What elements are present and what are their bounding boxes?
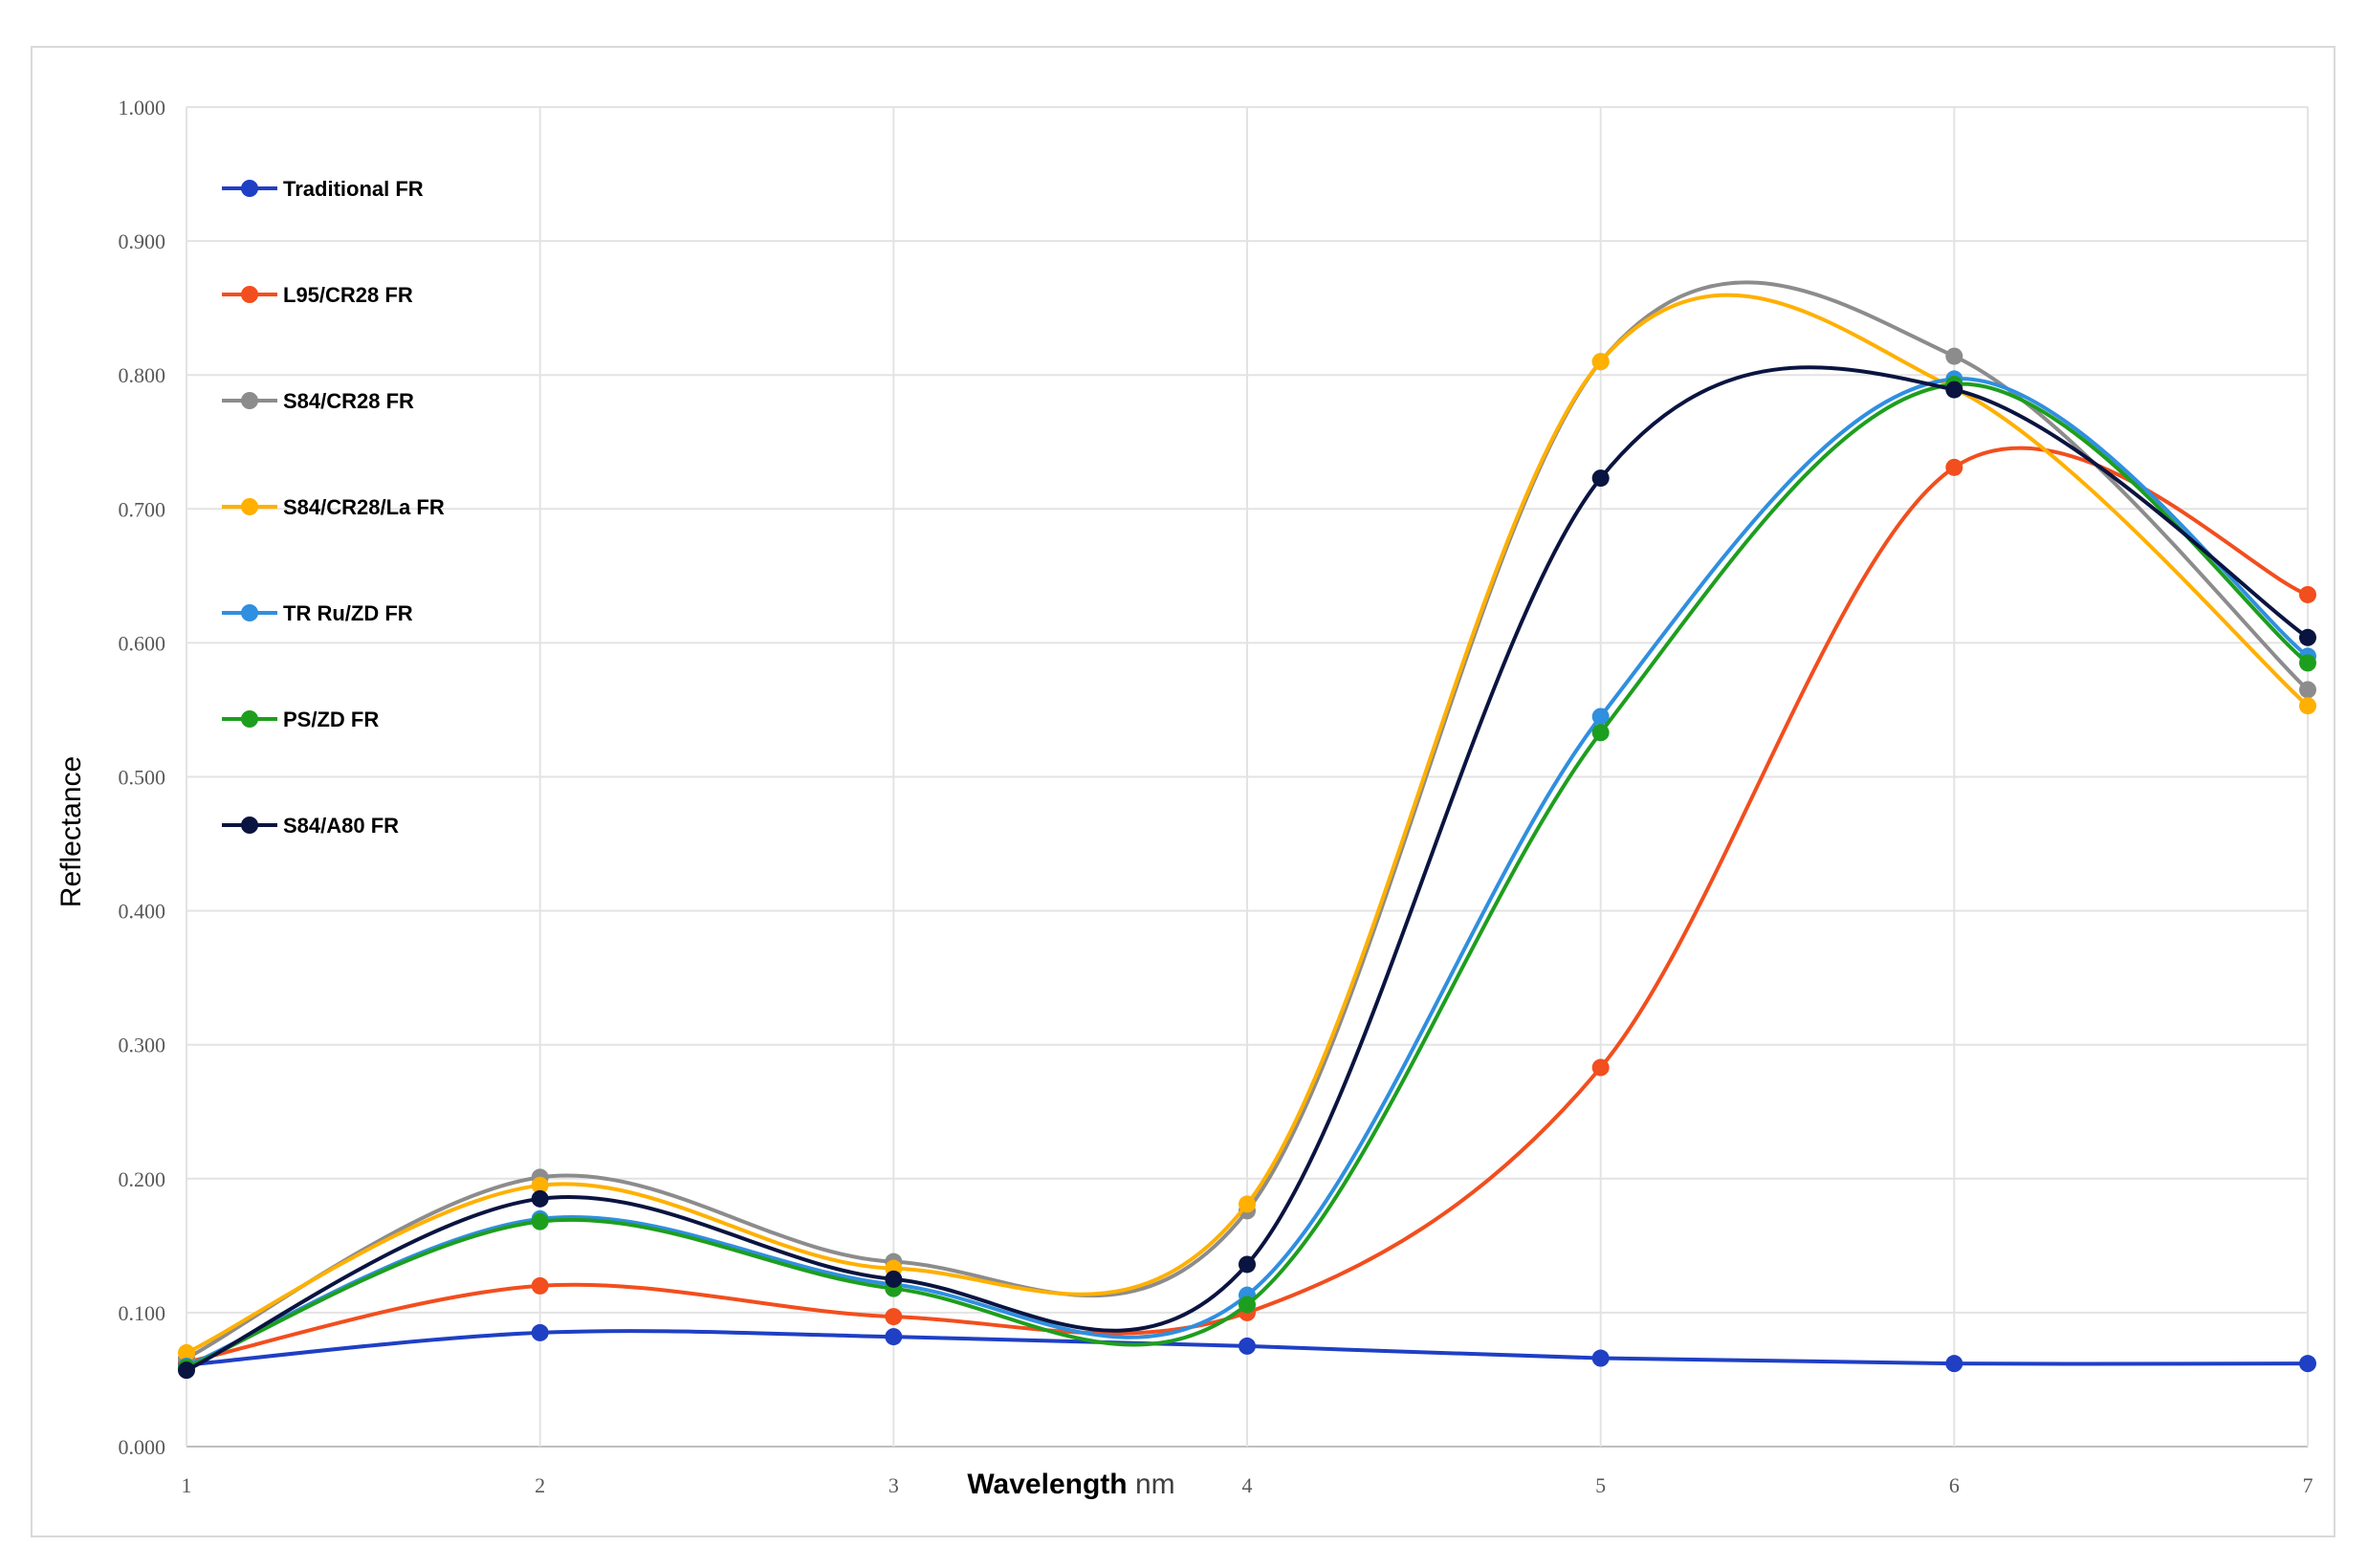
data-point (1945, 347, 1963, 365)
data-point (531, 1323, 549, 1341)
data-point (531, 1189, 549, 1208)
y-tick-label: 0.000 (119, 1435, 166, 1459)
data-point (1591, 469, 1610, 488)
x-axis-title-unit: nm (1128, 1469, 1175, 1500)
legend-swatch-marker (241, 286, 258, 303)
legend-swatch-marker (241, 498, 258, 515)
legend-swatch-marker (241, 392, 258, 409)
data-point (2299, 681, 2316, 699)
data-point (531, 1176, 549, 1194)
data-point (1945, 1355, 1963, 1373)
y-tick-label: 0.400 (119, 900, 166, 924)
data-point (1239, 1255, 1256, 1274)
legend-item: PS/ZD FR (222, 708, 379, 731)
data-point (885, 1308, 903, 1326)
data-point (2299, 654, 2316, 672)
x-tick-label: 6 (1949, 1473, 1960, 1497)
legend-label: TR Ru/ZD FR (283, 601, 413, 625)
data-point (531, 1212, 549, 1230)
data-point (2299, 585, 2316, 603)
legend-label: S84/A80 FR (283, 814, 399, 838)
x-axis-title-bold: Wavelength (967, 1469, 1127, 1500)
grid-lines (186, 106, 2309, 1448)
x-tick-label: 4 (1242, 1473, 1253, 1497)
y-tick-label: 0.500 (119, 766, 166, 790)
legend-swatch-marker (241, 604, 258, 621)
series-s84-a80-fr (178, 365, 2316, 1380)
data-point (1591, 708, 1610, 726)
data-point (1239, 1296, 1256, 1314)
data-point (178, 1361, 195, 1380)
legend-swatch-marker (241, 710, 258, 728)
y-tick-label: 0.800 (119, 363, 166, 387)
x-tick-label: 1 (182, 1473, 192, 1497)
x-axis-title: Wavelength nm (967, 1469, 1174, 1500)
data-point (178, 1343, 195, 1361)
y-tick-label: 0.300 (119, 1034, 166, 1057)
y-tick-label: 0.600 (119, 631, 166, 655)
data-point (1239, 1337, 1256, 1355)
legend-label: Traditional FR (283, 177, 424, 201)
legend-label: PS/ZD FR (283, 708, 379, 731)
data-point (2299, 628, 2316, 646)
legend-label: L95/CR28 FR (283, 283, 413, 307)
y-tick-label: 1.000 (119, 96, 166, 120)
data-point (1239, 1195, 1256, 1213)
x-tick-label: 3 (888, 1473, 899, 1497)
axis-ticks: 0.000 0.100 0.200 0.300 0.400 0.500 0.600 0.700… (119, 96, 2313, 1497)
legend-item: TR Ru/ZD FR (222, 601, 413, 625)
legend-item: S84/CR28 FR (222, 389, 414, 413)
y-tick-label: 0.200 (119, 1167, 166, 1191)
series-lines (178, 280, 2316, 1380)
data-point (1591, 1349, 1610, 1367)
y-tick-label: 0.100 (119, 1301, 166, 1325)
legend-item: S84/CR28/La FR (222, 495, 445, 519)
data-point (2299, 697, 2316, 715)
x-tick-label: 5 (1595, 1473, 1606, 1497)
data-point (531, 1276, 549, 1295)
data-point (1945, 381, 1963, 399)
legend-item: S84/A80 FR (222, 814, 399, 838)
legend-swatch-marker (241, 817, 258, 834)
data-point (885, 1270, 903, 1288)
x-tick-label: 7 (2303, 1473, 2313, 1497)
x-tick-label: 2 (535, 1473, 545, 1497)
legend: Traditional FR L95/CR28 FR S84/CR28 FR S84/… (222, 177, 445, 838)
chart-frame (31, 46, 2335, 1537)
data-point (885, 1328, 903, 1346)
data-point (1945, 458, 1963, 476)
data-point (1591, 353, 1610, 371)
legend-swatch-marker (241, 180, 258, 197)
legend-item: L95/CR28 FR (222, 283, 413, 307)
data-point (1591, 1058, 1610, 1077)
legend-label: S84/CR28 FR (283, 389, 414, 413)
data-point (2299, 1355, 2316, 1373)
y-axis-title: Reflectance (55, 756, 87, 907)
legend-label: S84/CR28/La FR (283, 495, 445, 519)
y-tick-label: 0.700 (119, 497, 166, 521)
legend-item: Traditional FR (222, 177, 424, 201)
data-point (1591, 724, 1610, 742)
y-tick-label: 0.900 (119, 229, 166, 253)
